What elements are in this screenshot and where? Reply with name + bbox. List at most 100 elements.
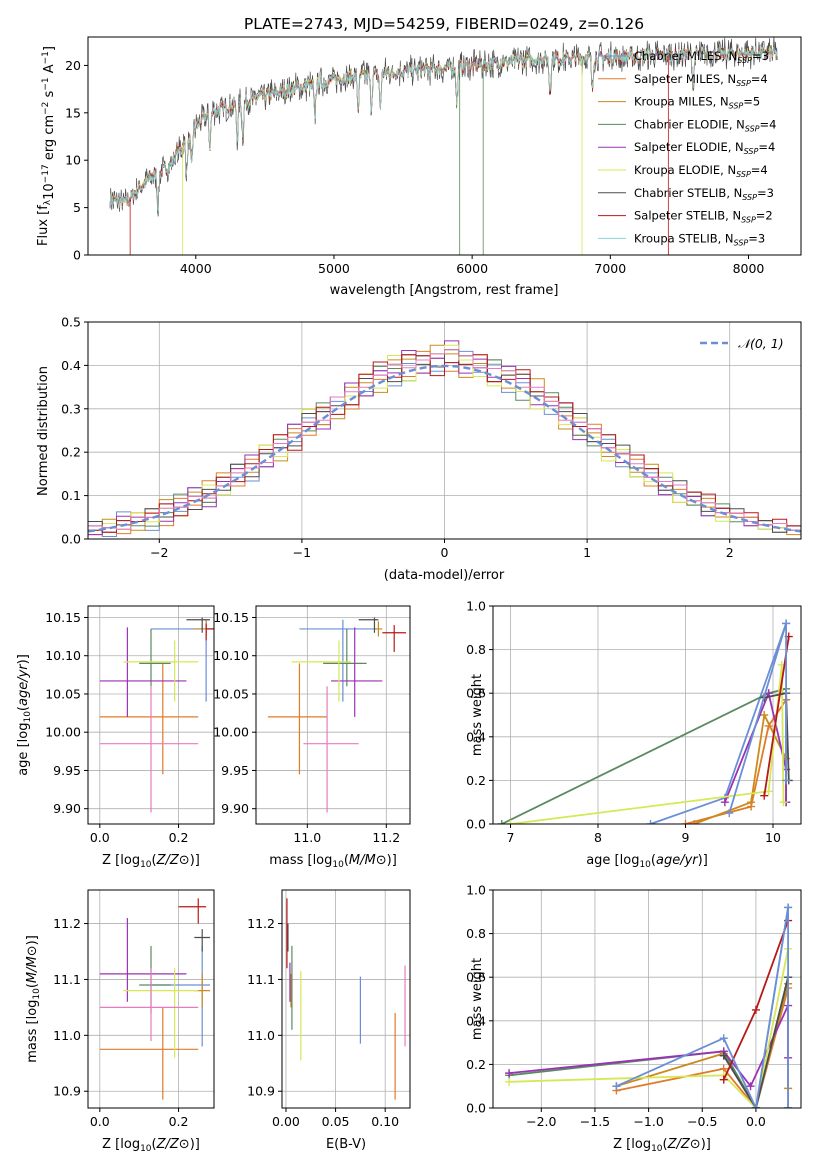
axes-frame bbox=[281, 889, 411, 1109]
plot-area bbox=[88, 340, 801, 539]
y-axis-label: mass [log10(M/M⊙)] bbox=[25, 935, 42, 1063]
axes-frame bbox=[87, 889, 215, 1109]
y-tick-label: 0.8 bbox=[466, 926, 486, 941]
x-tick-label: −2 bbox=[150, 545, 168, 560]
y-tick-label: 10.00 bbox=[45, 725, 81, 740]
weight-line bbox=[763, 636, 790, 796]
y-tick-label: 10.9 bbox=[247, 1084, 275, 1099]
y-axis-label: Flux [fλ10−17 erg cm−2 s−1 A−1] bbox=[36, 46, 57, 246]
weight-marker bbox=[746, 1082, 755, 1091]
x-tick-label: 11.2 bbox=[372, 830, 400, 845]
weight-marker bbox=[612, 1082, 621, 1091]
x-tick-label: 0.10 bbox=[371, 1114, 399, 1129]
plot-area bbox=[109, 37, 778, 255]
legend-label: 𝒩(0, 1) bbox=[738, 336, 784, 351]
x-tick-label: 0.0 bbox=[746, 1114, 766, 1129]
x-tick-label: 8000 bbox=[733, 261, 765, 276]
x-tick-label: 8 bbox=[594, 830, 602, 845]
weight-marker bbox=[764, 787, 773, 796]
spectrum-panel: 4000 5000 6000 7000 8000 0 5 10 15 20 Chabrier MIL… bbox=[65, 36, 802, 276]
x-tick-label: 9 bbox=[682, 830, 690, 845]
y-axis-label: Normed distribution bbox=[36, 366, 51, 496]
x-tick-label: 0.0 bbox=[90, 1114, 110, 1129]
weight-marker bbox=[782, 776, 791, 785]
y-tick-label: 15 bbox=[65, 105, 81, 120]
x-axis-label: E(B-V) bbox=[326, 1137, 366, 1152]
weight-marker bbox=[719, 1075, 728, 1084]
plot-area bbox=[99, 898, 211, 1100]
y-axis-label: mass weight bbox=[470, 958, 485, 1040]
plot-area bbox=[505, 903, 793, 1108]
y-axis-label: mass weight bbox=[470, 674, 485, 756]
axes-frame bbox=[492, 889, 802, 1109]
x-tick-label: 1 bbox=[583, 545, 591, 560]
weight-line bbox=[724, 690, 787, 803]
weight-marker bbox=[784, 1104, 793, 1108]
weight-marker bbox=[779, 798, 788, 807]
weight-marker bbox=[719, 1034, 728, 1043]
y-tick-label: 11.1 bbox=[247, 972, 275, 987]
y-tick-label: 0.4 bbox=[466, 729, 486, 744]
y-tick-label: 0.4 bbox=[466, 1013, 486, 1028]
weight-marker bbox=[646, 820, 655, 824]
legend-label: Kroupa MILES, NSSP=5 bbox=[634, 95, 760, 111]
y-tick-label: 0.1 bbox=[61, 488, 81, 503]
weight-marker bbox=[751, 1005, 760, 1014]
y-axis-label: age [log10(age/yr)] bbox=[16, 654, 33, 776]
weight-marker bbox=[497, 820, 506, 824]
x-tick-label: 0.0 bbox=[90, 830, 110, 845]
y-tick-label: 0.0 bbox=[466, 817, 486, 832]
x-axis-label: wavelength [Angstrom, rest frame] bbox=[330, 283, 559, 298]
y-tick-label: 0.4 bbox=[61, 358, 81, 373]
x-tick-label: 0 bbox=[441, 545, 449, 560]
weight-vs-z-panel: −2.0 −1.5 −1.0 −0.5 0.0 0.0 0.2 0.4 0.6 0.8 1.0 bbox=[466, 883, 802, 1129]
x-tick-label: 11.0 bbox=[293, 830, 321, 845]
axes-frame bbox=[87, 605, 215, 825]
age-vs-z-panel: 0.0 0.2 9.90 9.95 10.00 10.05 10.10 10.15 bbox=[45, 605, 215, 845]
weight-marker bbox=[784, 903, 793, 912]
y-tick-label: 0.3 bbox=[61, 401, 81, 416]
axes-frame bbox=[87, 321, 802, 540]
y-tick-label: 5 bbox=[73, 200, 81, 215]
spectrum-line bbox=[109, 37, 778, 217]
x-tick-label: 10 bbox=[765, 830, 781, 845]
axes-frame bbox=[492, 605, 802, 825]
y-tick-label: 9.95 bbox=[53, 763, 81, 778]
legend-label: Salpeter ELODIE, NSSP=4 bbox=[634, 140, 775, 156]
chart-title: PLATE=2743, MJD=54259, FIBERID=0249, z=0… bbox=[244, 15, 644, 33]
y-tick-label: 0.2 bbox=[466, 1057, 486, 1072]
x-tick-label: 6000 bbox=[456, 261, 488, 276]
weight-line bbox=[509, 948, 789, 1108]
x-tick-label: 0.2 bbox=[169, 830, 189, 845]
x-tick-label: −1.0 bbox=[633, 1114, 663, 1129]
y-tick-label: 11.2 bbox=[247, 916, 275, 931]
y-tick-label: 10.10 bbox=[213, 648, 249, 663]
weight-marker bbox=[719, 1051, 728, 1060]
age-vs-mass-panel: 11.0 11.2 9.90 9.95 10.00 10.05 10.10 10.15 bbox=[213, 605, 411, 845]
y-tick-label: 10.15 bbox=[213, 610, 249, 625]
weight-marker bbox=[760, 791, 769, 800]
y-tick-label: 10.00 bbox=[213, 725, 249, 740]
y-tick-label: 0.5 bbox=[61, 315, 81, 330]
weight-marker bbox=[725, 809, 734, 818]
mass-vs-ebv-panel: 0.00 0.05 0.10 10.9 11.0 11.1 11.2 bbox=[247, 889, 411, 1129]
x-tick-label: 5000 bbox=[318, 261, 350, 276]
axes-frame bbox=[255, 605, 411, 825]
x-tick-label: −0.5 bbox=[687, 1114, 717, 1129]
histogram-step bbox=[88, 349, 801, 539]
y-tick-label: 1.0 bbox=[466, 883, 486, 898]
weight-marker bbox=[681, 820, 690, 824]
x-tick-label: −1.5 bbox=[580, 1114, 610, 1129]
y-tick-label: 10.05 bbox=[213, 686, 249, 701]
spectrum-line bbox=[109, 45, 778, 212]
weight-marker bbox=[760, 711, 769, 719]
weight-line bbox=[722, 976, 789, 1108]
x-axis-label: (data-model)/error bbox=[384, 568, 505, 583]
x-axis-label: Z [log10(Z/Z⊙)] bbox=[102, 1137, 200, 1154]
y-tick-label: 10.10 bbox=[45, 648, 81, 663]
y-tick-label: 0.0 bbox=[61, 532, 81, 547]
weight-line bbox=[616, 907, 789, 1108]
y-tick-label: 1.0 bbox=[466, 599, 486, 614]
axes-frame bbox=[87, 36, 802, 256]
